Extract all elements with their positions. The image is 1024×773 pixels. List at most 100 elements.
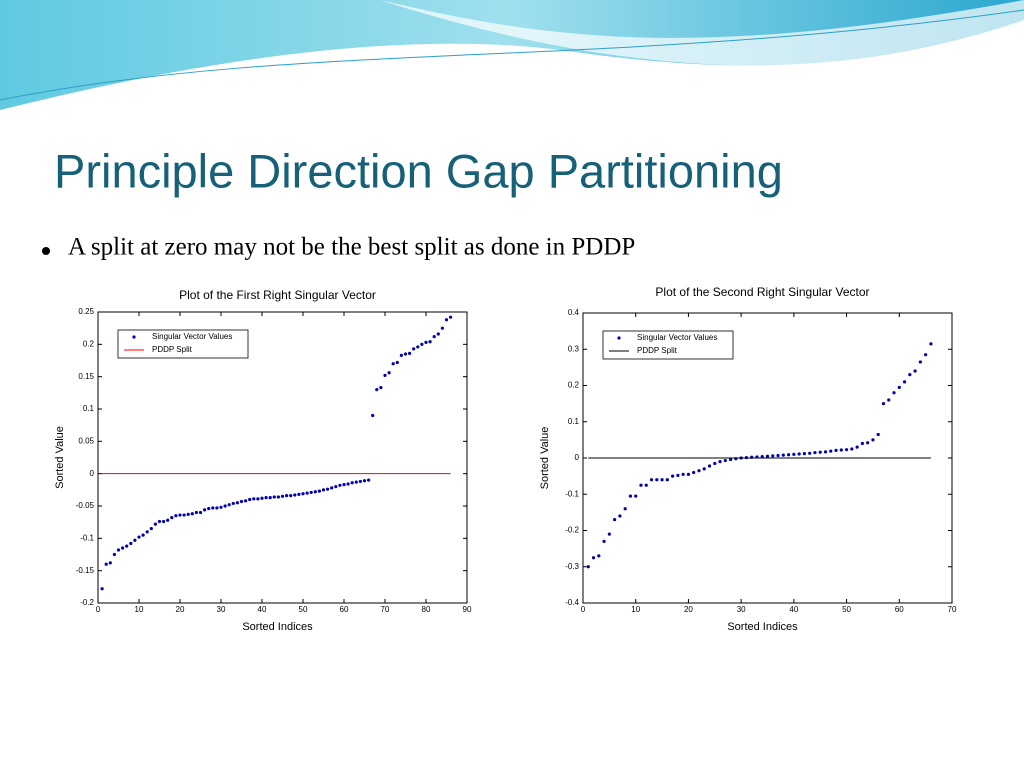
data-point xyxy=(104,562,108,566)
x-tick-label: 70 xyxy=(381,605,390,614)
data-point xyxy=(765,454,770,458)
data-point xyxy=(618,514,622,518)
x-axis-label: Sorted Indices xyxy=(242,621,313,633)
data-point xyxy=(416,345,420,349)
data-point xyxy=(792,452,796,456)
data-point xyxy=(149,527,153,531)
data-point xyxy=(649,478,654,482)
data-point xyxy=(449,315,453,319)
data-point xyxy=(839,448,843,452)
data-point xyxy=(823,450,828,454)
data-point xyxy=(354,480,358,484)
data-point xyxy=(367,478,371,482)
data-point xyxy=(239,499,244,504)
data-point xyxy=(607,532,611,536)
data-point xyxy=(379,386,383,390)
bullet-dot xyxy=(42,247,50,255)
data-point xyxy=(231,501,235,506)
y-tick-label: 0.3 xyxy=(568,344,580,353)
data-point xyxy=(602,539,606,543)
data-point xyxy=(358,479,362,484)
data-point xyxy=(697,469,701,473)
data-point xyxy=(834,448,838,452)
data-point xyxy=(892,391,896,395)
header-wave xyxy=(0,0,1024,110)
x-axis-label: Sorted Indices xyxy=(727,621,798,633)
data-point xyxy=(293,493,297,497)
data-point xyxy=(850,447,854,451)
data-point xyxy=(644,483,648,487)
legend-label: Singular Vector Values xyxy=(637,333,717,342)
data-point xyxy=(198,510,203,515)
data-point xyxy=(321,488,326,492)
data-point xyxy=(100,587,104,591)
data-point xyxy=(591,556,596,560)
data-point xyxy=(876,432,880,437)
data-point xyxy=(137,535,141,539)
data-point xyxy=(313,490,317,494)
data-point xyxy=(317,489,321,493)
data-point xyxy=(264,495,268,500)
x-tick-label: 80 xyxy=(422,605,431,614)
chart-title: Plot of the First Right Singular Vector xyxy=(179,288,376,302)
y-tick-label: 0.25 xyxy=(78,307,94,316)
y-tick-label: 0 xyxy=(575,453,580,462)
x-tick-label: 50 xyxy=(299,605,308,614)
data-point xyxy=(395,360,399,365)
data-point xyxy=(771,454,775,458)
data-point xyxy=(387,371,391,375)
y-tick-label: -0.2 xyxy=(565,526,579,535)
data-point xyxy=(676,473,680,477)
data-point xyxy=(309,490,313,495)
y-tick-label: 0.15 xyxy=(78,372,94,381)
data-point xyxy=(436,332,440,336)
x-tick-label: 0 xyxy=(581,605,586,614)
data-point xyxy=(420,342,424,346)
data-point xyxy=(153,522,157,526)
x-tick-label: 30 xyxy=(737,605,746,614)
data-point xyxy=(802,452,807,456)
data-point xyxy=(813,450,817,455)
data-point xyxy=(248,497,252,502)
y-tick-label: -0.1 xyxy=(80,533,94,542)
data-point xyxy=(227,503,231,507)
bullet-text: A split at zero may not be the best spli… xyxy=(68,234,635,261)
data-point xyxy=(829,449,833,453)
data-point xyxy=(289,494,293,498)
data-point xyxy=(723,458,727,463)
data-point xyxy=(125,544,129,548)
data-point xyxy=(350,481,354,485)
legend-label: PDDP Split xyxy=(152,345,193,354)
legend-marker xyxy=(617,336,621,340)
data-point xyxy=(235,501,239,505)
data-point xyxy=(121,546,125,550)
data-point xyxy=(408,351,412,355)
data-point xyxy=(881,402,886,406)
y-tick-label: 0 xyxy=(90,469,95,478)
legend-label: Singular Vector Values xyxy=(152,332,232,341)
data-point xyxy=(133,538,137,542)
slide-title: Principle Direction Gap Partitioning xyxy=(54,144,783,197)
data-point xyxy=(613,518,617,522)
data-point xyxy=(268,495,272,500)
data-point xyxy=(129,541,133,546)
y-tick-label: -0.3 xyxy=(565,562,579,571)
y-tick-label: 0.2 xyxy=(568,381,580,390)
data-point xyxy=(145,530,149,534)
data-point xyxy=(403,352,408,356)
data-point xyxy=(908,373,912,377)
x-tick-label: 20 xyxy=(176,605,185,614)
header-wave-highlight xyxy=(380,0,1024,66)
data-point xyxy=(586,565,590,569)
data-point xyxy=(729,457,733,462)
data-point xyxy=(108,561,112,565)
data-point xyxy=(305,491,309,495)
data-point xyxy=(182,513,186,517)
data-point xyxy=(252,497,256,501)
data-point xyxy=(692,470,696,475)
data-point xyxy=(338,483,342,487)
data-point xyxy=(707,464,712,468)
legend-label: PDDP Split xyxy=(637,346,678,355)
data-point xyxy=(871,438,875,442)
